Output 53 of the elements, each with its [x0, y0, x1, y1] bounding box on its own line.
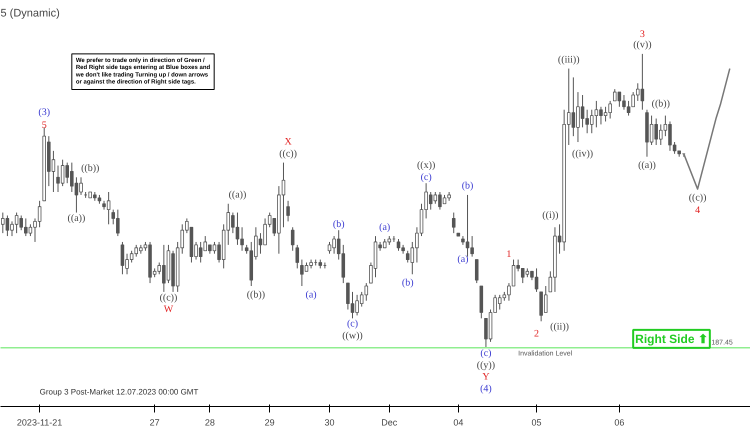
annotation: ((w)) [342, 330, 363, 342]
annotation: ((iv)) [572, 148, 594, 160]
candlestick [286, 200, 290, 222]
annotation: X [284, 136, 292, 148]
annotation: ((c)) [688, 192, 706, 204]
x-tick-label: Dec [381, 418, 398, 428]
annotation: ((c)) [279, 148, 297, 160]
annotation: 1 [506, 249, 512, 260]
annotation: ((b)) [81, 162, 100, 174]
text: Y [482, 372, 490, 383]
annotation: 4 [695, 205, 700, 216]
annotation: (b) [402, 278, 414, 289]
annotation: (c) [420, 172, 432, 183]
annotation: 5 [42, 120, 47, 131]
candlestick [1, 212, 5, 234]
x-tick-label: 30 [324, 418, 334, 428]
candlestick [590, 109, 594, 134]
annotation: (a) [306, 289, 317, 300]
text: (4) [480, 383, 492, 394]
annotation: ((iii)) [558, 54, 580, 66]
text: 3 [640, 28, 645, 40]
annotation: ((b)) [246, 289, 266, 300]
x-tick-label: 05 [532, 418, 542, 428]
x-tick-label: 27 [150, 418, 160, 428]
annotation: ((b)) [652, 98, 670, 110]
text: (c) [480, 348, 492, 360]
annotation: (b) [332, 218, 345, 230]
chart-title: 5 (Dynamic) [0, 8, 60, 20]
x-tick-label: 28 [204, 418, 215, 428]
annotation: ((i)) [542, 210, 558, 221]
annotation: (a) [379, 222, 390, 233]
annotation: (3) [38, 107, 50, 118]
candlestick [452, 212, 456, 234]
candlestick [658, 124, 663, 146]
annotation: ((a)) [228, 189, 246, 200]
annotation: (c) [346, 318, 358, 330]
annotation: 2 [534, 328, 540, 340]
text: Group 3 Post-Market 12.07.2023 00:00 GMT [40, 387, 198, 396]
annotation: Right Side ⬆ [635, 332, 708, 346]
annotation: ((ii)) [550, 322, 569, 333]
annotation: ((a)) [68, 212, 86, 224]
annotation: (a) [457, 254, 468, 266]
text: ((v)) [633, 40, 652, 51]
x-tick-label: 2023-11-21 [16, 418, 62, 428]
text: ((y)) [476, 360, 496, 371]
annotation: ((c)) [160, 292, 178, 304]
annotation: ((a)) [638, 160, 656, 172]
x-tick-label: 29 [264, 418, 275, 428]
x-tick-label: 06 [614, 418, 624, 428]
annotation: ((x)) [416, 160, 436, 172]
annotation: W [164, 304, 174, 316]
x-tick-label: 04 [453, 418, 464, 428]
annotation: (b) [462, 180, 474, 192]
